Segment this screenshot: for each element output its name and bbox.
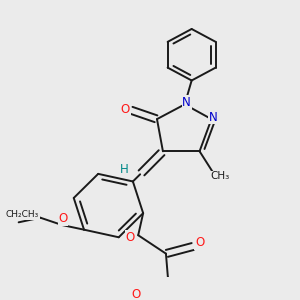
Text: O: O (195, 236, 204, 249)
Text: H: H (120, 163, 129, 176)
Text: O: O (131, 289, 140, 300)
Text: O: O (121, 103, 130, 116)
Text: CH₃: CH₃ (211, 171, 230, 181)
Text: CH₂CH₃: CH₂CH₃ (6, 211, 39, 220)
Text: N: N (182, 96, 191, 109)
Text: O: O (126, 231, 135, 244)
Text: N: N (209, 111, 218, 124)
Text: O: O (58, 212, 68, 225)
